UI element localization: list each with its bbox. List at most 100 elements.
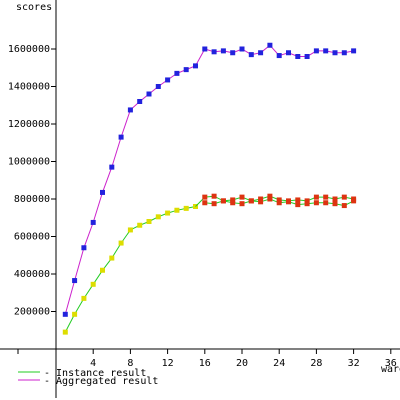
y-tick-label: 400000 [14, 269, 50, 280]
instance-upper-point [239, 194, 245, 200]
aggregated-point [90, 219, 96, 225]
aggregated-point [165, 77, 171, 83]
x-tick-label: 16 [199, 358, 211, 369]
aggregated-point [239, 46, 245, 52]
y-tick-label: 1400000 [8, 82, 50, 93]
aggregated-point [72, 278, 78, 284]
instance-lower-point [295, 202, 301, 208]
y-tick-label: 1200000 [8, 119, 50, 130]
x-tick-label: 8 [127, 358, 133, 369]
aggregated-point [220, 48, 226, 54]
instance-lower-point [239, 201, 245, 207]
instance-lower-point [202, 200, 208, 206]
instance-upper-point [295, 197, 301, 203]
x-tick-label: 4 [90, 358, 96, 369]
aggregated-point [258, 50, 264, 56]
aggregated-point [155, 84, 161, 89]
instance-upper-point [276, 197, 282, 203]
instance-lower-point [276, 200, 282, 206]
instance-lower-point [313, 200, 319, 206]
x-axis-title: warehouses [381, 364, 400, 375]
aggregated-point [230, 50, 236, 56]
aggregated-point [248, 52, 254, 58]
instance-line [64, 206, 196, 333]
aggregated-point [174, 70, 180, 76]
aggregated-point [332, 50, 338, 56]
aggregated-point [286, 50, 291, 56]
y-axis-title: scores [16, 2, 52, 13]
instance-lower-point [286, 199, 291, 205]
instance-point [72, 311, 78, 317]
y-tick-label: 800000 [14, 194, 50, 205]
aggregated-point [118, 134, 124, 140]
aggregated-point [62, 311, 68, 317]
instance-lower-point [332, 201, 338, 207]
instance-point [127, 227, 133, 233]
instance-lower-point [323, 200, 329, 206]
aggregated-point [295, 54, 301, 59]
instance-lower-point [258, 199, 264, 205]
aggregated-point [341, 50, 347, 56]
instance-upper-point [323, 194, 329, 200]
legend-label-instance: - Instance result [44, 368, 146, 379]
aggregated-point [276, 53, 282, 59]
instance-lower-point [304, 201, 310, 207]
aggregated-line [64, 44, 354, 315]
instance-upper-point [332, 196, 338, 202]
aggregated-point [351, 48, 357, 54]
aggregated-point [109, 164, 115, 170]
x-tick-label: 32 [348, 358, 360, 369]
legend-label-aggregated: - Aggregated result [44, 376, 158, 387]
instance-lower-point [267, 196, 273, 202]
instance-upper-point [341, 194, 347, 200]
y-tick-label: 1600000 [8, 44, 50, 55]
instance-point [174, 207, 180, 213]
x-tick-label: 36 [385, 358, 397, 369]
instance-point [118, 240, 124, 246]
instance-point [165, 210, 171, 216]
aggregated-point [146, 91, 152, 97]
instance-point [155, 214, 161, 220]
instance-point [100, 267, 105, 273]
instance-upper-point [230, 197, 236, 203]
instance-lower-point [220, 198, 226, 204]
aggregated-point [313, 48, 319, 54]
y-tick-label: 1000000 [8, 157, 50, 168]
aggregated-point [81, 245, 87, 251]
aggregated-point [193, 63, 198, 69]
aggregated-point [211, 49, 217, 55]
aggregated-point [100, 189, 105, 195]
instance-upper-point [267, 193, 273, 199]
y-tick-label: 600000 [14, 232, 50, 243]
aggregated-point [202, 46, 208, 52]
instance-lower-point [341, 203, 347, 209]
series [62, 42, 357, 335]
x-tick-label: 28 [310, 358, 322, 369]
x-tick-label: 24 [273, 358, 285, 369]
aggregated-point [183, 67, 189, 73]
ticks: 4 8 12 16 20 24 28 32 36 200000 400000 600000 800000… [8, 44, 397, 369]
instance-point [62, 329, 68, 335]
legend: - Instance result - Aggregated result [18, 368, 158, 387]
instance-point [183, 205, 189, 211]
instance-lower-point [351, 198, 357, 204]
instance-upper-point [304, 198, 310, 204]
instance-upper-point [313, 194, 319, 200]
aggregated-point [127, 107, 133, 113]
x-tick-label: 20 [236, 358, 248, 369]
instance-point [146, 219, 152, 224]
instance-point [81, 295, 87, 301]
instance-point [137, 222, 143, 228]
instance-upper-point [211, 193, 217, 199]
instance-point [109, 255, 115, 261]
x-tick-label: 12 [162, 358, 174, 369]
aggregated-point [323, 48, 329, 54]
instance-lower-point [248, 198, 254, 204]
instance-upper-point [202, 194, 208, 200]
instance-point [90, 281, 96, 287]
instance-lower-point [211, 201, 217, 207]
aggregated-point [267, 42, 273, 48]
instance-upper-point [258, 196, 264, 202]
